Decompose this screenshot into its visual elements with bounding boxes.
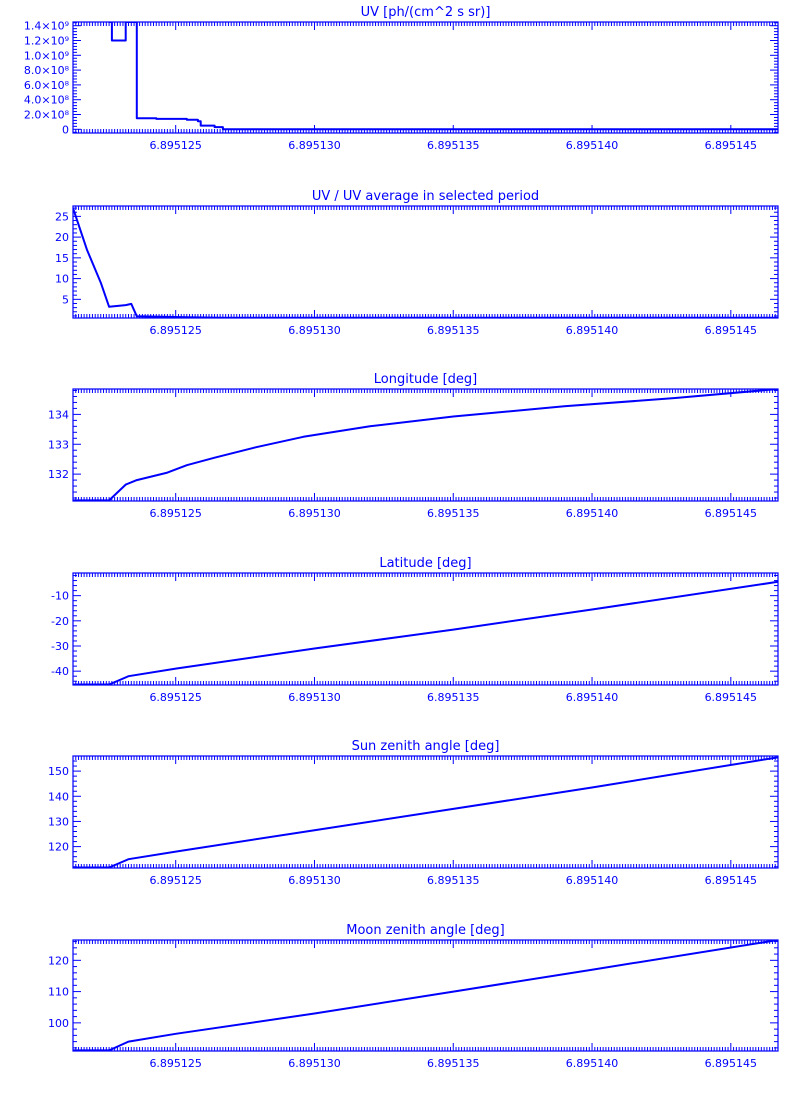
- y-tick-label: 133: [48, 438, 69, 451]
- y-tick-label: 120: [48, 954, 69, 967]
- chart-title: Latitude [deg]: [379, 556, 471, 571]
- x-tick-label: 6.895130: [288, 139, 341, 152]
- x-tick-label: 6.895125: [149, 507, 202, 520]
- x-tick-label: 6.895125: [149, 139, 202, 152]
- y-tick-label: -10: [51, 590, 69, 603]
- x-tick-label: 6.895145: [705, 691, 758, 704]
- y-tick-label: 6.0×10⁸: [24, 79, 70, 92]
- x-tick-label: 6.895145: [705, 1057, 758, 1070]
- data-line: [73, 207, 778, 318]
- y-tick-label: 130: [48, 815, 69, 828]
- data-line: [108, 22, 778, 131]
- x-tick-label: 6.895145: [705, 507, 758, 520]
- chart-panel-3: Longitude [deg] 6.895125 6.895130 6.895135 6…: [48, 372, 779, 520]
- x-tick-label: 6.895140: [566, 139, 619, 152]
- data-line: [73, 389, 778, 501]
- chart-title: UV / UV average in selected period: [312, 189, 539, 204]
- x-tick-label: 6.895125: [149, 1057, 202, 1070]
- y-tick-label: 110: [48, 986, 69, 999]
- x-tick-label: 6.895130: [288, 691, 341, 704]
- y-tick-label: 140: [48, 790, 69, 803]
- x-tick-label: 6.895145: [705, 874, 758, 887]
- chart-title: Moon zenith angle [deg]: [346, 923, 504, 938]
- y-tick-label: 2.0×10⁸: [24, 109, 70, 122]
- x-tick-label: 6.895140: [566, 691, 619, 704]
- y-tick-label: -20: [51, 615, 69, 628]
- chart-title: UV [ph/(cm^2 s sr)]: [361, 5, 491, 20]
- y-tick-label: 1.4×10⁹: [24, 20, 69, 33]
- y-tick-label: -40: [51, 665, 69, 678]
- plot-frame: [72, 388, 779, 502]
- x-tick-label: 6.895135: [427, 691, 480, 704]
- x-tick-label: 6.895140: [566, 1057, 619, 1070]
- chart-panel-6: Moon zenith angle [deg] 6.895125 6.895130 6…: [48, 923, 779, 1070]
- y-tick-label: 1.0×10⁹: [24, 49, 69, 62]
- x-tick-label: 6.895135: [427, 324, 480, 337]
- data-line: [73, 580, 778, 685]
- x-tick-label: 6.895135: [427, 1057, 480, 1070]
- y-tick-label: -30: [51, 640, 69, 653]
- x-tick-label: 6.895140: [566, 324, 619, 337]
- y-tick-label: 10: [55, 273, 69, 286]
- y-tick-label: 134: [48, 408, 69, 421]
- x-tick-label: 6.895140: [566, 507, 619, 520]
- plot-frame: [72, 205, 779, 319]
- plot-frame: [72, 21, 779, 134]
- y-tick-label: 5: [62, 293, 69, 306]
- x-tick-label: 6.895125: [149, 874, 202, 887]
- data-line: [73, 940, 778, 1051]
- y-tick-label: 8.0×10⁸: [24, 64, 70, 77]
- x-tick-label: 6.895130: [288, 874, 341, 887]
- chart-title: Longitude [deg]: [374, 372, 477, 387]
- x-tick-label: 6.895140: [566, 874, 619, 887]
- data-line: [73, 756, 778, 868]
- x-tick-label: 6.895145: [705, 324, 758, 337]
- y-tick-label: 20: [55, 231, 69, 244]
- y-tick-label: 0: [62, 123, 69, 136]
- chart-panel-1: UV [ph/(cm^2 s sr)] 6.895125 6.895130 6.895…: [24, 5, 779, 152]
- y-tick-label: 150: [48, 765, 69, 778]
- y-tick-label: 4.0×10⁸: [24, 94, 70, 107]
- x-tick-label: 6.895130: [288, 507, 341, 520]
- chart-title: Sun zenith angle [deg]: [352, 739, 500, 754]
- x-tick-label: 6.895135: [427, 139, 480, 152]
- x-tick-label: 6.895145: [705, 139, 758, 152]
- chart-panel-4: Latitude [deg] 6.895125 6.895130 6.895135 6.…: [51, 556, 779, 704]
- chart-panel-5: Sun zenith angle [deg] 6.895125 6.895130 6.…: [48, 739, 779, 887]
- x-tick-label: 6.895135: [427, 507, 480, 520]
- y-tick-label: 15: [55, 252, 69, 265]
- y-tick-label: 132: [48, 468, 69, 481]
- y-tick-label: 120: [48, 841, 69, 854]
- x-tick-label: 6.895130: [288, 324, 341, 337]
- x-tick-label: 6.895125: [149, 691, 202, 704]
- x-tick-label: 6.895135: [427, 874, 480, 887]
- x-tick-label: 6.895125: [149, 324, 202, 337]
- x-tick-label: 6.895130: [288, 1057, 341, 1070]
- y-tick-label: 25: [55, 210, 69, 223]
- y-tick-label: 100: [48, 1017, 69, 1030]
- y-tick-label: 1.2×10⁹: [24, 35, 69, 48]
- chart-panel-2: UV / UV average in selected period 6.8951…: [55, 189, 779, 337]
